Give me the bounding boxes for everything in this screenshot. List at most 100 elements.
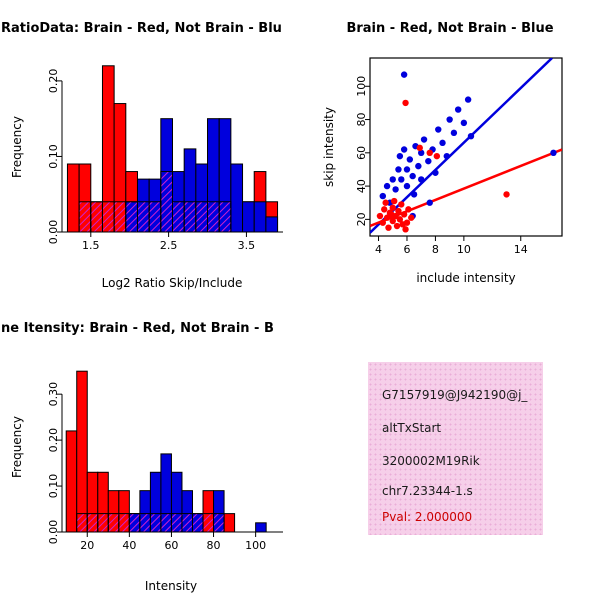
panel-gene-intensity-histogram: 20 40 60 80 100 0.00 0.10 0.20 0.30 ne Itensity:… [0, 300, 300, 600]
not-brain-blue-point [550, 149, 557, 157]
y-tick-label: 20 [355, 212, 368, 226]
x-tick-label: 14 [514, 243, 528, 256]
not-brain-blue-point [464, 96, 472, 103]
brain-red-point [416, 144, 423, 152]
not-brain-blue-point [400, 146, 408, 153]
overlap-hatched-bar [202, 513, 215, 533]
not-brain-blue-point [395, 166, 402, 173]
y-tick-label: 60 [355, 146, 368, 160]
y-tick-label: 0.10 [47, 144, 60, 169]
brain-red-point [433, 152, 441, 160]
overlap-hatched-bar [139, 513, 151, 533]
overlap-hatched-bar [118, 513, 130, 533]
x-tick-label: 1.5 [82, 239, 100, 252]
not-brain-blue-point [392, 186, 399, 193]
not-brain-blue-point [467, 132, 475, 140]
x-tick-label: 6 [403, 243, 410, 256]
y-tick-label: 0.00 [47, 520, 60, 545]
not-brain-blue-point [409, 172, 416, 180]
brain-red-point [382, 199, 389, 206]
not-brain-blue-point [410, 191, 418, 198]
overlap-hatched-bar [101, 201, 115, 233]
overlap-hatched-bar [149, 513, 162, 533]
overlap-hatched-bar [195, 201, 209, 233]
overlap-hatched-bar [136, 201, 150, 233]
alt-tx-start-text: altTxStart [382, 421, 442, 435]
chr-location-text: chr7.23344-1.s [382, 484, 473, 498]
pval-text: Pval: 2.000000 [382, 510, 473, 524]
overlap-hatched-bar [160, 171, 174, 233]
brain-red-bar [223, 513, 236, 533]
brain-red-point [393, 222, 401, 230]
brain-red-point [400, 211, 408, 218]
not-brain-blue-point [398, 176, 405, 183]
not-brain-blue-point [454, 106, 462, 113]
gene-intensity-histogram-chart: 20 40 60 80 100 0.00 0.10 0.20 0.30 [47, 370, 283, 552]
overlap-hatched-bar [76, 513, 88, 533]
brain-red-point [426, 149, 433, 157]
brain-red-point [381, 206, 388, 213]
overlap-hatched-bars [78, 171, 232, 233]
x-tick-label: 80 [207, 539, 221, 552]
not-brain-blue-point [406, 156, 414, 163]
brain-red-point [402, 226, 409, 233]
not-brain-blue-bar [265, 216, 279, 233]
brain-red-bar [76, 370, 88, 533]
red-fit-line [370, 148, 562, 228]
not-brain-blue-point [420, 136, 428, 143]
ratio-histogram-y-axis-label: Frequency [10, 116, 24, 178]
overlap-hatched-bar [107, 513, 120, 533]
brain-red-bar [65, 430, 78, 533]
brain-red-point [395, 207, 402, 215]
panel-ratio-histogram: 1.5 2.5 3.5 0.00 0.10 0.20 RatioData: Brain -… [0, 0, 300, 300]
not-brain-blue-point [418, 176, 425, 183]
not-brain-blue-bar [255, 522, 267, 533]
x-tick-label: 10 [457, 243, 471, 256]
overlap-hatched-bar [170, 513, 183, 533]
brain-red-point [408, 214, 415, 221]
not-brain-blue-point [379, 192, 386, 200]
y-tick-label: 80 [355, 113, 368, 127]
overlap-hatched-bar [213, 513, 225, 533]
not-brain-blue-point [415, 162, 422, 170]
gene-intensity-y-axis-label: Frequency [10, 416, 24, 478]
brain-red-point [389, 204, 396, 211]
not-brain-blue-point [439, 139, 446, 147]
overlap-hatched-bar [183, 201, 197, 233]
x-tick-label: 4 [375, 243, 382, 256]
not-brain-blue-point [425, 157, 432, 165]
intensity-scatter-chart: 4 6 8 10 14 20 40 60 80 100 [355, 57, 563, 256]
y-tick-label: 0.30 [47, 382, 60, 407]
overlap-hatched-bar [90, 201, 103, 233]
ratio-histogram-title: RatioData: Brain - Red, Not Brain - Blu [1, 21, 282, 36]
not-brain-blue-bar [242, 201, 255, 233]
not-brain-blue-bar [230, 163, 244, 233]
not-brain-blue-point [383, 182, 391, 190]
not-brain-blue-point [403, 166, 411, 173]
brain-red-point [379, 219, 386, 226]
axes: 4 6 8 10 14 20 40 60 80 100 [355, 57, 563, 256]
panel-info-box: G7157919@J942190@j_ altTxStart 3200002M1… [300, 300, 600, 600]
not-brain-blue-point [389, 176, 396, 183]
ratio-histogram-chart: 1.5 2.5 3.5 0.00 0.10 0.20 [47, 65, 283, 252]
brain-red-point [385, 224, 392, 231]
overlap-hatched-bar [207, 201, 220, 233]
brain-red-point [405, 206, 412, 213]
fit-lines [370, 58, 562, 234]
brain-red-point [402, 99, 409, 107]
gene-intensity-x-axis-label: Intensity [144, 579, 198, 593]
y-tick-label: 100 [355, 76, 368, 97]
overlap-hatched-bar [172, 201, 185, 233]
gene-id-text: G7157919@J942190@j_ [382, 388, 528, 402]
panel-intensity-scatter: 4 6 8 10 14 20 40 60 80 100 Brain - Red, Not Brai… [300, 0, 600, 300]
brain-red-point [396, 216, 404, 223]
x-tick-label: 20 [80, 539, 94, 552]
brain-red-point [376, 212, 384, 220]
scatter-y-axis-label: skip intensity [322, 107, 336, 187]
x-tick-label: 100 [245, 539, 266, 552]
overlap-hatched-bar [125, 201, 138, 233]
gene-info-box: G7157919@J942190@j_ altTxStart 3200002M1… [368, 362, 543, 535]
y-tick-label: 0.20 [47, 428, 60, 453]
brain-red-point [503, 191, 510, 198]
not-brain-blue-point [426, 199, 433, 206]
